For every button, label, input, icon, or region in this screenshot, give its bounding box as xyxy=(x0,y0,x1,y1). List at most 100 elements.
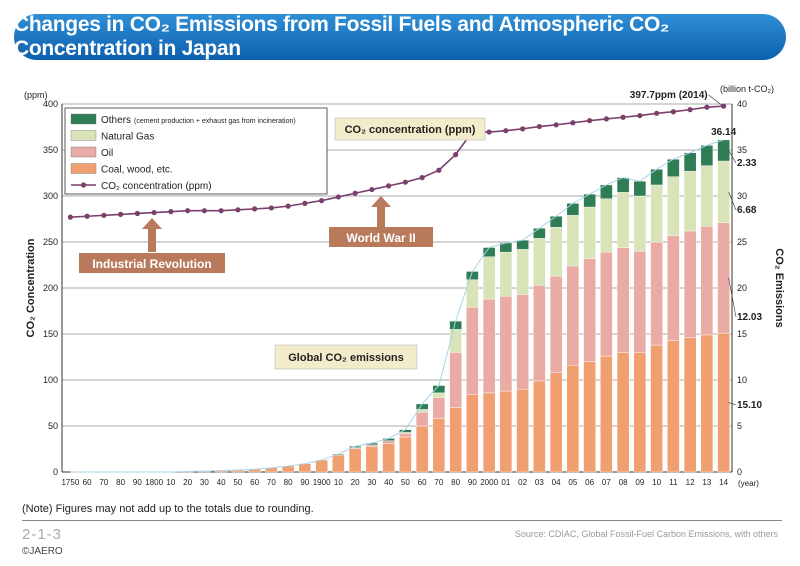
x-tick-label: 70 xyxy=(267,478,276,487)
co2-point xyxy=(603,116,609,122)
bar-segment-others xyxy=(482,247,496,257)
bar-segment-coal xyxy=(482,392,496,473)
co2-point xyxy=(637,112,643,119)
x-tick-label: 70 xyxy=(434,478,443,487)
x-tick-label: 06 xyxy=(585,478,594,487)
co2-point xyxy=(436,167,442,173)
bar-segment-oil xyxy=(616,247,630,353)
right-tick-label: 5 xyxy=(737,421,742,431)
bar-segment-coal xyxy=(600,355,613,473)
bar-segment-others xyxy=(683,152,697,172)
bar-segment-natural_gas xyxy=(616,192,630,248)
legend-label-others: Others (cement production + exhaust gas f… xyxy=(101,115,296,126)
x-tick-label: 1800 xyxy=(145,478,163,487)
co2-point xyxy=(486,129,492,135)
right-tick-label: 25 xyxy=(737,237,747,247)
bar-segment-oil xyxy=(600,251,613,357)
x-tick-label: 90 xyxy=(300,478,309,487)
co2-point xyxy=(319,198,325,204)
bar-segment-coal xyxy=(700,334,714,473)
bar-segment-oil xyxy=(466,307,479,395)
rounding-note: (Note) Figures may not add up to the tot… xyxy=(22,503,314,515)
co2-point xyxy=(620,114,626,120)
bar-segment-oil xyxy=(449,352,462,408)
co2-point xyxy=(335,194,341,200)
x-tick-label: 01 xyxy=(501,478,510,487)
left-tick-label: 350 xyxy=(43,145,58,155)
x-tick-label: 10 xyxy=(166,478,175,487)
x-tick-label: 14 xyxy=(719,478,728,487)
footer-divider xyxy=(22,520,782,521)
bar-segment-natural_gas xyxy=(566,215,580,267)
x-tick-label: 03 xyxy=(535,478,544,487)
bar-segment-coal xyxy=(683,337,697,473)
co2-point xyxy=(302,200,308,206)
x-tick-label: 20 xyxy=(183,478,192,487)
bar-segment-oil xyxy=(717,222,730,334)
co2-point xyxy=(553,122,559,128)
co2-point xyxy=(419,175,425,181)
co2-point xyxy=(721,103,727,109)
x-tick-label: 60 xyxy=(83,478,92,487)
bar-segment-oil xyxy=(583,258,596,362)
bar-segment-coal xyxy=(449,407,462,473)
wwii-arrow xyxy=(371,196,391,228)
x-tick-label: 2000 xyxy=(480,478,498,487)
co2-point xyxy=(503,128,509,134)
legend-swatch-oil xyxy=(70,146,97,158)
bar-segment-oil xyxy=(667,235,680,341)
copyright: ©JAERO xyxy=(22,546,63,557)
x-tick-label: 10 xyxy=(652,478,661,487)
callout-leader xyxy=(728,191,737,211)
legend-marker-co2 xyxy=(80,182,87,188)
legend-swatch-coal xyxy=(70,163,97,174)
x-tick-label: 40 xyxy=(384,478,393,487)
bar-segment-others xyxy=(717,139,730,162)
bar-segment-oil xyxy=(549,275,563,373)
bar-segment-coal xyxy=(332,454,345,473)
wwii-label-bg xyxy=(329,227,433,247)
right-tick-label: 20 xyxy=(737,283,747,293)
right-tick-label: 35 xyxy=(737,145,747,155)
bar-segment-natural_gas xyxy=(600,198,613,253)
callout-peak-co2: 397.7ppm (2014) xyxy=(630,90,708,101)
x-tick-label: 07 xyxy=(602,478,611,487)
bar-segment-others xyxy=(633,181,647,197)
page-title: Changes in CO₂ Emissions from Fossil Fue… xyxy=(14,13,670,60)
bar-segment-natural_gas xyxy=(633,195,647,252)
x-tick-label: 1750 xyxy=(61,478,79,487)
left-tick-label: 100 xyxy=(43,375,58,385)
co2-point xyxy=(386,183,392,189)
bar-segment-coal xyxy=(382,443,395,473)
x-tick-label: 50 xyxy=(233,478,242,487)
legend-label-coal: Coal, wood, etc. xyxy=(101,165,173,176)
bar-segment-natural_gas xyxy=(717,160,730,223)
bar-segment-natural_gas xyxy=(449,329,462,353)
right-tick-label: 10 xyxy=(737,375,747,385)
bar-segment-others xyxy=(516,239,529,250)
legend-label-oil: Oil xyxy=(101,148,113,159)
bar-segment-natural_gas xyxy=(482,256,496,300)
bar-segment-natural_gas xyxy=(549,227,563,277)
x-tick-label: 70 xyxy=(99,478,108,487)
co2-point xyxy=(369,186,375,193)
bar-segment-coal xyxy=(466,394,479,473)
bar-segment-natural_gas xyxy=(533,238,546,286)
bar-segment-natural_gas xyxy=(650,184,663,243)
bar-segment-coal xyxy=(616,352,630,473)
co2-point xyxy=(520,126,526,132)
bar-segment-others xyxy=(432,385,446,394)
bar-segment-oil xyxy=(482,298,496,394)
bar-segment-natural_gas xyxy=(583,206,596,259)
co2-point xyxy=(185,208,191,214)
legend-label-co2: CO₂ concentration (ppm) xyxy=(101,181,212,192)
legend-box xyxy=(64,107,328,195)
industrial-revolution-label: Industrial Revolution xyxy=(92,257,211,271)
x-tick-label: 60 xyxy=(250,478,259,487)
callout-oil: 12.03 xyxy=(737,312,762,323)
callout-leader xyxy=(728,277,737,318)
x-tick-label: 05 xyxy=(568,478,577,487)
bar-segment-coal xyxy=(365,446,379,473)
bar-segment-natural_gas xyxy=(700,165,714,227)
